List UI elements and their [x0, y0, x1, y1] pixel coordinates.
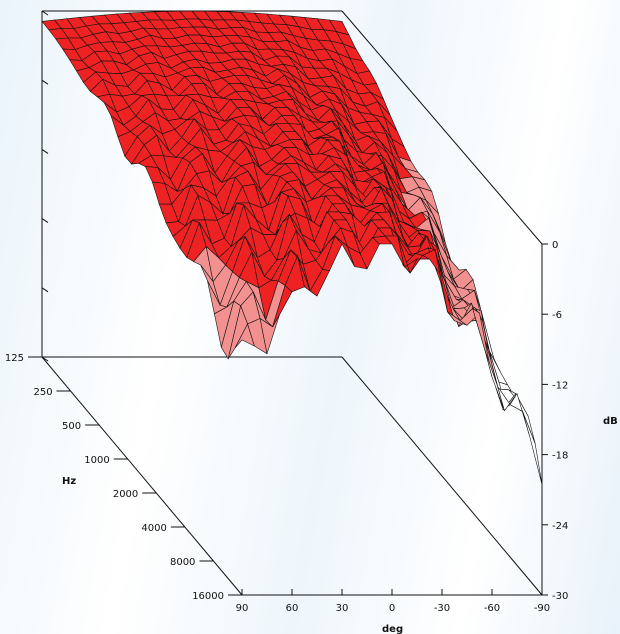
axis-ticks: 0 -6 -12 -18 -24 -30 90 60 30 0 -30 -60 -90 125 250 500… [5, 240, 568, 614]
back-tick [41, 10, 49, 16]
z-tick-label: -30 [552, 591, 568, 602]
y-tick-label: 250 [33, 387, 52, 398]
x-tick-label: 60 [286, 603, 299, 614]
back-tick [41, 218, 49, 224]
x-tick-label: -30 [434, 603, 450, 614]
box-edge [41, 356, 243, 596]
y-axis-title: Hz [62, 476, 76, 487]
box-edge [341, 10, 543, 245]
z-tick-label: -6 [552, 310, 562, 321]
y-tick-label: 4000 [141, 523, 166, 534]
z-tick-label: 0 [552, 240, 558, 251]
z-tick-label: -24 [552, 521, 568, 532]
z-tick-label: -12 [552, 380, 568, 391]
axis-labels: dB deg Hz [62, 416, 618, 634]
x-tick-label: -90 [534, 603, 550, 614]
z-axis-title: dB [603, 416, 618, 427]
surface-mesh [41, 10, 543, 485]
x-tick-label: 0 [389, 603, 395, 614]
x-tick-label: 30 [336, 603, 349, 614]
y-tick-label: 8000 [170, 557, 195, 568]
surface-cell [522, 411, 543, 485]
back-tick [41, 148, 49, 154]
back-tick [41, 356, 49, 362]
back-tick [41, 79, 49, 85]
y-tick-label: 125 [5, 353, 24, 364]
y-tick-label: 16000 [192, 591, 224, 602]
y-tick-label: 1000 [84, 455, 109, 466]
back-tick [41, 287, 49, 293]
x-tick-label: -60 [484, 603, 500, 614]
x-tick-label: 90 [236, 603, 249, 614]
box-edge [341, 356, 543, 596]
y-tick-label: 2000 [113, 489, 138, 500]
y-tick-label: 500 [62, 421, 81, 432]
x-axis-title: deg [382, 624, 403, 634]
z-tick-label: -18 [552, 451, 568, 462]
